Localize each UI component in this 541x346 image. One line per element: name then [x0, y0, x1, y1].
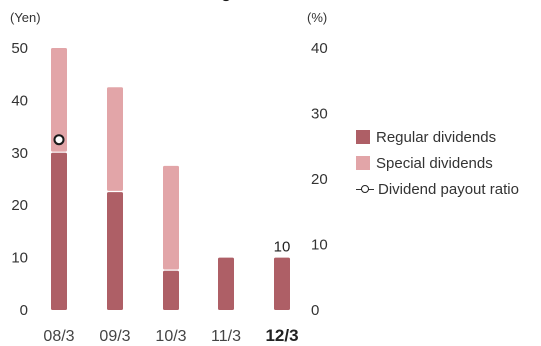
legend-item-regular: Regular dividends: [356, 124, 519, 150]
x-tick-label: 11/3: [211, 328, 241, 345]
right-axis-label: (%): [307, 10, 327, 25]
left-tick-label: 20: [11, 197, 28, 214]
left-tick-label: 50: [11, 40, 28, 57]
bar-regular: [274, 257, 290, 310]
right-tick-label: 0: [311, 302, 319, 319]
bar-special: [107, 87, 123, 191]
x-tick-label: 08/3: [43, 328, 74, 345]
x-tick-label: 10/3: [155, 328, 186, 345]
x-tick-label: 09/3: [99, 328, 130, 345]
x-tick-label: 12/3: [265, 326, 298, 345]
legend-label-payout: Dividend payout ratio: [378, 180, 519, 198]
legend-swatch-regular: [356, 130, 370, 144]
legend-label-regular: Regular dividends: [376, 128, 497, 146]
bar-regular: [218, 257, 234, 310]
right-tick-label: 10: [311, 237, 328, 254]
bar-special: [51, 48, 67, 152]
legend: Regular dividends Special dividends Divi…: [356, 124, 519, 202]
data-label: 10: [274, 239, 291, 256]
bar-special: [163, 165, 179, 270]
legend-item-special: Special dividends: [356, 150, 519, 176]
left-axis-label: (Yen): [10, 10, 41, 25]
payout-ratio-point: [53, 134, 65, 146]
legend-label-special: Special dividends: [376, 154, 493, 172]
left-tick-label: 40: [11, 92, 28, 109]
right-tick-label: 40: [311, 40, 328, 57]
left-tick-label: 10: [11, 250, 28, 267]
bar-regular: [51, 152, 67, 310]
legend-item-payout: Dividend payout ratio: [356, 176, 519, 202]
legend-swatch-special: [356, 156, 370, 170]
bar-regular: [107, 192, 123, 310]
left-tick-label: 0: [20, 302, 28, 319]
right-tick-label: 30: [311, 106, 328, 123]
bar-regular: [163, 270, 179, 310]
right-tick-label: 20: [311, 171, 328, 188]
left-tick-label: 30: [11, 145, 28, 162]
legend-marker-payout: [356, 182, 374, 196]
